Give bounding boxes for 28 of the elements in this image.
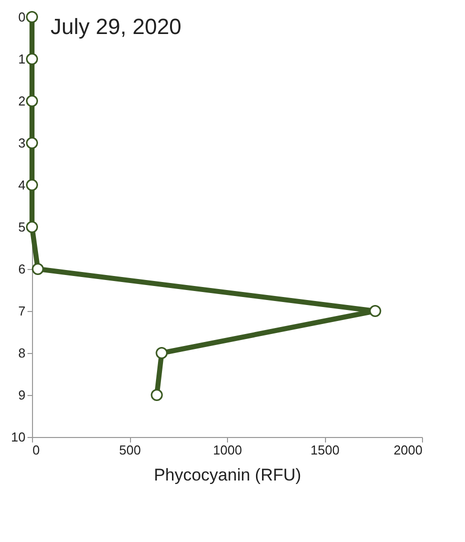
y-tick-label: 2 <box>18 94 26 108</box>
point <box>26 11 38 23</box>
y-tick-label: 0 <box>18 10 26 24</box>
point <box>26 95 38 107</box>
y-tick-label: 10 <box>11 430 26 444</box>
x-tick-label: 1000 <box>213 442 242 458</box>
y-tick-label: 8 <box>18 346 26 360</box>
point <box>26 179 38 191</box>
chart-title: July 29, 2020 <box>50 14 182 39</box>
y-tick-label: 5 <box>18 220 26 234</box>
y-tick-label: 7 <box>18 304 26 318</box>
x-tick-label: 0 <box>32 442 40 458</box>
y-tick-label: 9 <box>18 388 26 402</box>
point <box>32 263 44 275</box>
y-tick-label: 3 <box>18 136 26 150</box>
point <box>150 389 163 401</box>
point <box>26 53 38 65</box>
x-axis-title: Phycocyanin (RFU) <box>154 466 302 484</box>
x-tick-label: 2000 <box>394 442 422 458</box>
x-tick-label: 500 <box>119 442 141 458</box>
y-tick-label: 6 <box>18 262 26 276</box>
point <box>26 137 38 149</box>
point <box>26 221 38 233</box>
point <box>369 305 382 317</box>
x-tick-label: 1500 <box>310 442 340 458</box>
point <box>156 347 168 359</box>
y-tick-label: 1 <box>18 52 26 66</box>
y-tick-label: 4 <box>18 178 26 192</box>
